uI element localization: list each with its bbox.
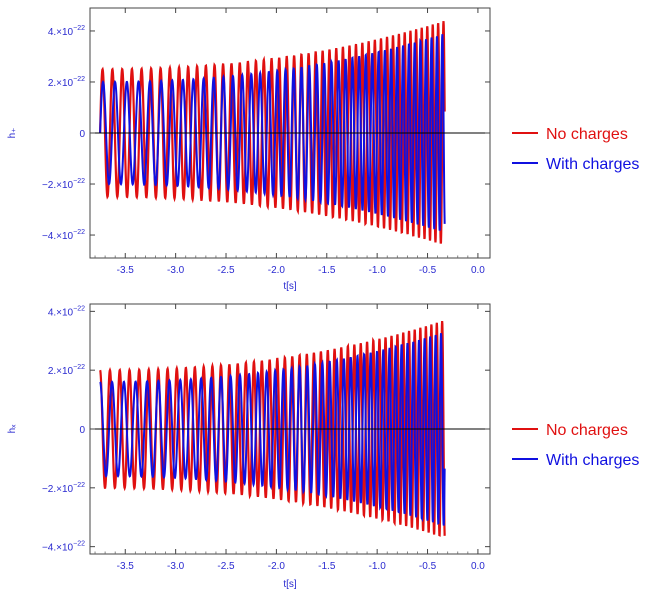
y-tick-label: 0: [79, 129, 85, 140]
y-axis-label: hₓ: [7, 424, 18, 434]
legend-label-no-charges: No charges: [546, 126, 628, 143]
tick-marks: -3.5 -3.0 -2.5 -2.0 -1.5 -1.0 -0.5 0.0 −4.×10−22…: [42, 8, 490, 276]
x-tick-label: -1.0: [369, 561, 387, 572]
x-tick-label: -2.0: [268, 561, 286, 572]
legend: No charges With charges: [512, 422, 639, 469]
y-tick-label: 2.×10−22: [48, 364, 85, 377]
legend-label-with-charges: With charges: [546, 452, 639, 469]
y-tick-label: −4.×10−22: [42, 541, 85, 554]
y-tick-label: −2.×10−22: [42, 482, 85, 495]
x-tick-label: -2.0: [268, 265, 286, 276]
top-chart: -3.5 -3.0 -2.5 -2.0 -1.5 -1.0 -0.5 0.0 −4.×10−22…: [7, 7, 639, 292]
legend-label-no-charges: No charges: [546, 422, 628, 439]
y-tick-label: 4.×10−22: [48, 25, 85, 38]
tick-marks: -3.5 -3.0 -2.5 -2.0 -1.5 -1.0 -0.5 0.0 −4.×10−22…: [42, 304, 490, 572]
y-tick-label: 2.×10−22: [48, 76, 85, 89]
y-tick-label: −4.×10−22: [42, 229, 85, 242]
x-tick-label: -1.5: [318, 265, 336, 276]
x-tick-label: -2.5: [217, 561, 235, 572]
x-tick-label: -3.0: [167, 265, 185, 276]
series-line-with-charges: [99, 34, 446, 231]
x-tick-label: 0.0: [471, 561, 485, 572]
x-tick-label: -3.5: [117, 561, 135, 572]
x-tick-label: -3.0: [167, 561, 185, 572]
x-tick-label: -1.0: [369, 265, 387, 276]
series-layer: [99, 320, 446, 537]
legend: No charges With charges: [512, 126, 639, 173]
y-tick-label: −2.×10−22: [42, 178, 85, 191]
series-line-with-charges: [99, 333, 446, 526]
x-axis-label: t[s]: [283, 281, 297, 292]
x-tick-label: -1.5: [318, 561, 336, 572]
x-tick-label: -3.5: [117, 265, 135, 276]
x-axis-label: t[s]: [283, 579, 297, 590]
bottom-chart: -3.5 -3.0 -2.5 -2.0 -1.5 -1.0 -0.5 0.0 −4.×10−22…: [7, 303, 639, 590]
y-axis-label: h₊: [7, 128, 18, 139]
legend-label-with-charges: With charges: [546, 156, 639, 173]
y-tick-label: 0: [79, 425, 85, 436]
series-layer: [98, 21, 446, 244]
y-tick-label: 4.×10−22: [48, 305, 85, 318]
x-tick-label: -2.5: [217, 265, 235, 276]
x-tick-label: -0.5: [419, 265, 437, 276]
x-tick-label: -0.5: [419, 561, 437, 572]
x-tick-label: 0.0: [471, 265, 485, 276]
